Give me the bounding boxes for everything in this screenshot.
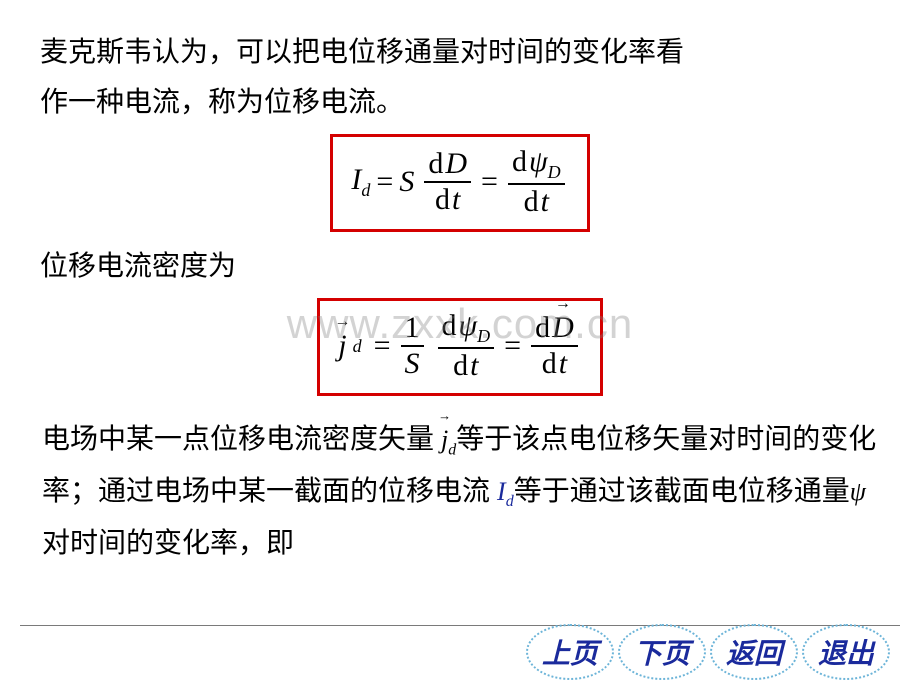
paragraph-1b: 作一种电流，称为位移电流。: [40, 82, 880, 124]
paragraph-1a: 麦克斯韦认为，可以把电位移通量对时间的变化率看: [40, 32, 880, 74]
equation-1: Id = S dD dt = dψD dt: [330, 134, 589, 232]
equation-2: jd = 1 S dψD dt = dD dt: [317, 298, 603, 396]
next-button[interactable]: 下页: [628, 630, 696, 674]
paragraph-3: 电场中某一点位移电流密度矢量 jd等于该点电位移矢量对时间的变化率；通过电场中某…: [40, 414, 880, 569]
back-button[interactable]: 返回: [720, 630, 788, 674]
exit-button[interactable]: 退出: [812, 630, 880, 674]
symbol-jd: j: [441, 416, 448, 464]
prev-button[interactable]: 上页: [536, 630, 604, 674]
paragraph-2: 位移电流密度为: [40, 246, 880, 288]
nav-bar: 上页 下页 返回 退出: [536, 630, 880, 674]
equation-2-wrap: jd = 1 S dψD dt = dD dt: [40, 298, 880, 396]
symbol-Id: Id: [497, 477, 514, 506]
symbol-psi: ψ: [850, 477, 866, 506]
equation-1-wrap: Id = S dD dt = dψD dt: [40, 134, 880, 232]
